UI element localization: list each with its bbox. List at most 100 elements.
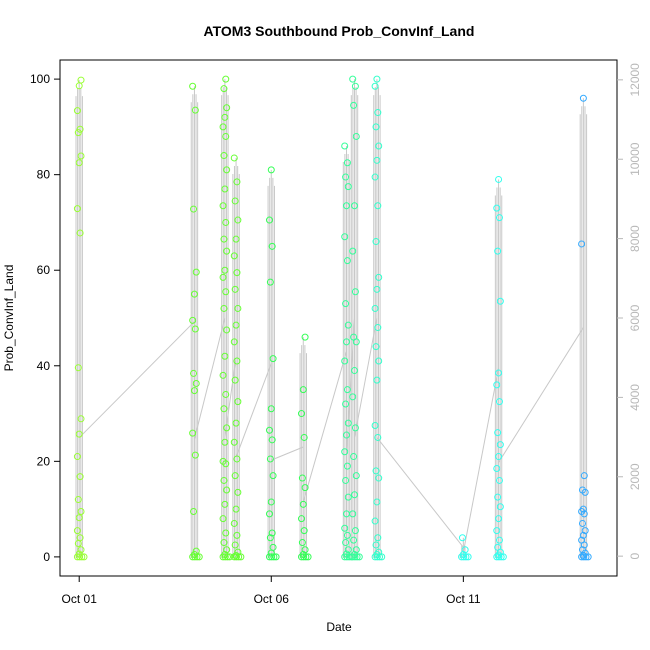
data-point xyxy=(265,510,273,518)
y2-tick-label: 4000 xyxy=(628,384,642,411)
data-point xyxy=(375,548,383,556)
data-point xyxy=(231,376,239,384)
data-point xyxy=(192,268,200,276)
data-point xyxy=(74,129,82,137)
data-point xyxy=(351,82,359,90)
data-point xyxy=(234,488,242,496)
data-point xyxy=(341,233,349,241)
data-point xyxy=(494,543,502,551)
data-point xyxy=(222,75,230,83)
data-point xyxy=(265,216,273,224)
secondary-y-axis: 0 2000 4000 6000 8000 10000 12000 xyxy=(617,63,642,559)
data-point xyxy=(342,476,350,484)
x-tick-label: Oct 11 xyxy=(446,592,481,606)
data-point xyxy=(300,433,308,441)
data-point xyxy=(349,510,357,518)
data-point xyxy=(190,290,198,298)
data-point xyxy=(579,505,587,513)
data-point xyxy=(232,505,240,513)
data-point xyxy=(343,462,351,470)
data-point xyxy=(494,247,502,255)
secondary-connector xyxy=(235,363,272,458)
data-point xyxy=(579,94,587,102)
data-point xyxy=(458,534,466,542)
data-point xyxy=(579,531,587,539)
secondary-connector xyxy=(376,437,464,548)
secondary-connector xyxy=(498,327,584,463)
data-point xyxy=(341,142,349,150)
data-point xyxy=(220,304,228,312)
data-point xyxy=(493,381,501,389)
data-point xyxy=(223,424,231,432)
data-point xyxy=(494,429,502,437)
data-point xyxy=(266,455,274,463)
secondary-series-lines xyxy=(75,79,588,558)
data-point xyxy=(342,300,350,308)
data-point xyxy=(371,517,379,525)
data-point xyxy=(223,166,231,174)
data-point xyxy=(76,125,84,133)
data-point xyxy=(77,76,85,84)
data-point xyxy=(222,529,230,537)
data-point xyxy=(342,400,350,408)
data-point xyxy=(297,410,305,418)
data-point xyxy=(351,551,359,558)
data-point xyxy=(375,142,383,150)
data-point xyxy=(344,419,352,427)
data-point xyxy=(191,451,199,459)
data-point xyxy=(234,304,242,312)
data-point xyxy=(350,536,358,544)
data-point xyxy=(220,539,228,547)
data-point xyxy=(269,472,277,480)
y-tick-label: 0 xyxy=(43,550,50,564)
plot-frame xyxy=(59,59,618,577)
data-point xyxy=(342,539,350,547)
data-point xyxy=(350,333,358,341)
data-point xyxy=(343,338,351,346)
secondary-connector xyxy=(302,351,347,503)
data-point xyxy=(343,202,351,210)
x-tick-label: Oct 06 xyxy=(254,592,290,606)
data-point xyxy=(272,553,280,561)
y-tick-label: 80 xyxy=(37,168,51,182)
data-point xyxy=(299,500,307,508)
secondary-connector xyxy=(193,317,226,440)
data-point xyxy=(223,546,231,554)
data-point xyxy=(73,453,81,461)
secondary-connector xyxy=(271,446,304,461)
data-point xyxy=(350,453,358,461)
data-point xyxy=(234,548,242,556)
data-point xyxy=(269,543,277,551)
data-point xyxy=(373,553,381,561)
data-point xyxy=(352,546,360,554)
data-point xyxy=(222,390,230,398)
data-point xyxy=(268,553,276,561)
data-point xyxy=(190,551,198,558)
data-point xyxy=(76,553,84,561)
y-axis: 0 20 40 60 80 100 xyxy=(30,72,60,564)
data-point xyxy=(233,531,241,539)
data-point xyxy=(343,550,351,558)
data-point xyxy=(77,152,85,160)
y-tick-label: 100 xyxy=(30,72,50,86)
data-point xyxy=(375,357,383,365)
data-point xyxy=(351,553,359,561)
data-point xyxy=(372,541,380,549)
data-point xyxy=(343,257,351,265)
data-point xyxy=(219,457,227,465)
data-point xyxy=(221,113,229,121)
data-point xyxy=(220,405,228,413)
y2-tick-label: 10000 xyxy=(628,142,642,176)
data-point xyxy=(372,123,380,131)
data-point xyxy=(461,546,469,554)
data-point xyxy=(77,546,85,554)
data-point xyxy=(219,273,227,281)
data-point xyxy=(76,534,84,542)
data-point xyxy=(222,288,230,296)
data-point xyxy=(231,285,239,293)
data-point xyxy=(350,101,358,109)
data-point xyxy=(341,357,349,365)
data-point xyxy=(344,546,352,554)
data-point xyxy=(495,515,503,523)
data-point xyxy=(301,333,309,341)
